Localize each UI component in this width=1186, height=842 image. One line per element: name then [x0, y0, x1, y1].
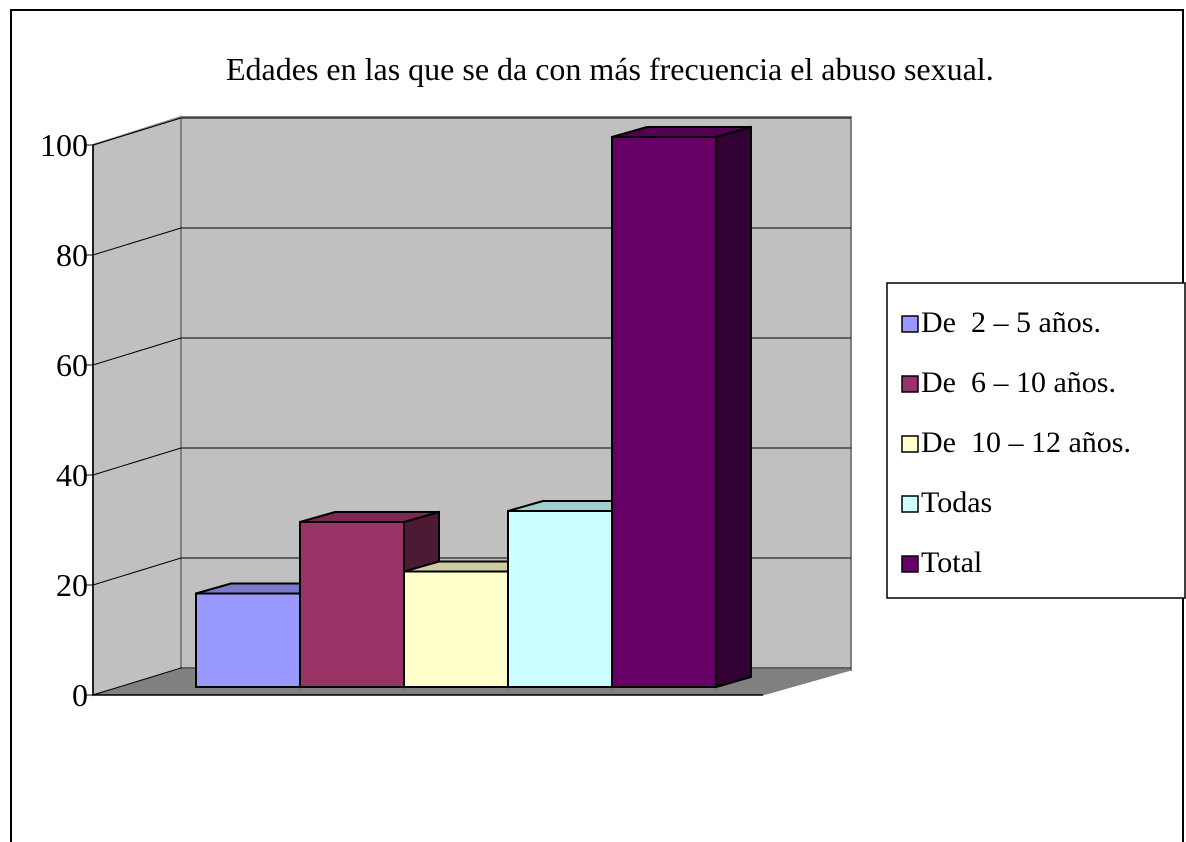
legend-swatch — [901, 555, 919, 573]
legend-label: De 10 – 12 años. — [921, 426, 1131, 459]
grid-line — [92, 337, 182, 366]
grid-line — [92, 557, 182, 586]
bar — [299, 521, 405, 688]
grid-line — [92, 227, 182, 256]
legend-swatch — [901, 375, 919, 393]
legend — [886, 282, 1186, 599]
legend-label: De 2 – 5 años. — [921, 306, 1101, 339]
y-tick-label: 20 — [56, 567, 88, 603]
bar — [507, 510, 613, 688]
y-tick-label: 100 — [40, 127, 88, 163]
legend-swatch — [901, 495, 919, 513]
y-tick-label: 40 — [56, 457, 88, 493]
grid-line — [92, 117, 182, 146]
y-tick-label: 0 — [72, 677, 88, 713]
legend-label: Total — [921, 546, 982, 579]
bar — [195, 592, 301, 688]
grid-line — [92, 667, 182, 696]
side-wall — [92, 115, 182, 697]
legend-label: De 6 – 10 años. — [921, 366, 1116, 399]
bar-side — [715, 125, 752, 689]
bar — [611, 136, 717, 688]
bar — [403, 570, 509, 688]
chart-title: Edades en las que se da con más frecuenc… — [226, 51, 994, 87]
legend-swatch — [901, 435, 919, 453]
legend-swatch — [901, 315, 919, 333]
y-tick-label: 80 — [56, 237, 88, 273]
legend-label: Todas — [921, 486, 992, 519]
y-tick-label: 60 — [56, 347, 88, 383]
grid-line — [92, 447, 182, 476]
